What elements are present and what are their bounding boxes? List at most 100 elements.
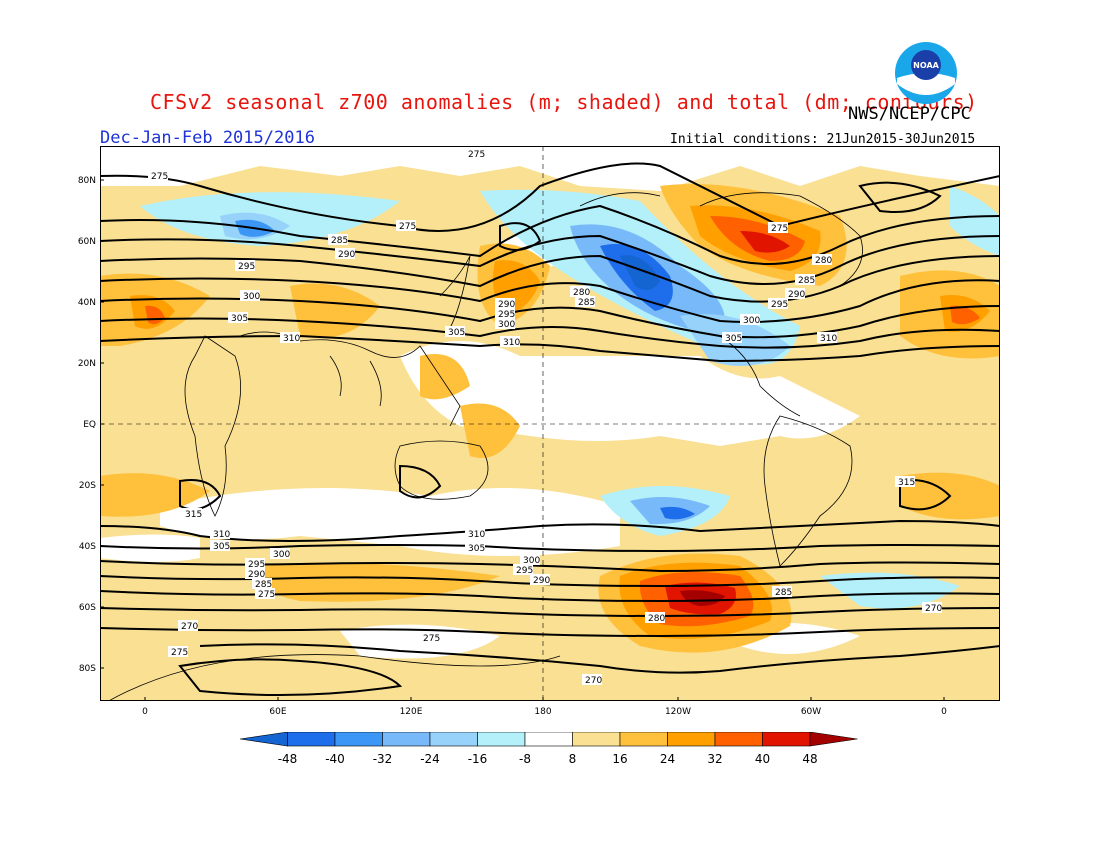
latitude-label: 20S [79, 481, 96, 491]
legend-swatch [240, 732, 288, 747]
contour-label: 310 [503, 338, 520, 348]
legend-swatch [762, 732, 811, 747]
contour-label: 300 [243, 292, 260, 302]
legend-swatch [809, 732, 858, 747]
longitude-label: 180 [534, 707, 551, 717]
contour-label: 305 [231, 314, 248, 324]
color-legend: -48 -40 -32 -24 -16 -8 8 16 24 32 40 48 [240, 732, 858, 766]
contour-label: 290 [788, 290, 805, 300]
contour-label: 285 [775, 588, 792, 598]
height-contours [100, 162, 1000, 696]
contour-label: 290 [498, 300, 515, 310]
latitude-label: 40N [78, 298, 96, 308]
contour-label: 300 [743, 316, 760, 326]
legend-tick-label: 32 [707, 752, 722, 766]
contour-label: 270 [585, 676, 602, 686]
contour-label: 305 [213, 542, 230, 552]
contour-label: 305 [468, 544, 485, 554]
legend-swatch [714, 732, 763, 747]
contour-label: 275 [399, 222, 416, 232]
longitude-label: 120E [400, 707, 423, 717]
season-label: Dec-Jan-Feb 2015/2016 [100, 128, 315, 148]
legend-tick-label: -16 [468, 752, 488, 766]
longitude-label: 120W [665, 707, 691, 717]
contour-label: 295 [238, 262, 255, 272]
legend-tick-label: 48 [802, 752, 817, 766]
contour-label: 275 [771, 224, 788, 234]
contour-label: 285 [331, 236, 348, 246]
contour-label: 310 [283, 334, 300, 344]
legend-swatch [429, 732, 478, 747]
latitude-label: EQ [83, 420, 96, 430]
map-grid [100, 146, 1000, 701]
noaa-logo: NOAA [895, 42, 957, 104]
contour-label: 300 [498, 320, 515, 330]
legend-tick-label: 40 [755, 752, 770, 766]
latitude-label: 40S [79, 542, 96, 552]
initial-conditions-label: Initial conditions: 21Jun2015-30Jun2015 [670, 132, 976, 147]
contour-label: 290 [338, 250, 355, 260]
contour-label: 315 [898, 478, 915, 488]
longitude-label: 60E [269, 707, 286, 717]
latitude-label: 60S [79, 603, 96, 613]
legend-swatch [667, 732, 716, 747]
latitude-label: 20N [78, 359, 96, 369]
legend-tick-label: -24 [420, 752, 440, 766]
contour-label: 270 [181, 622, 198, 632]
contour-label: 285 [255, 580, 272, 590]
map-title: CFSv2 seasonal z700 anomalies (m; shaded… [150, 90, 978, 114]
contour-label: 275 [258, 590, 275, 600]
contour-label: 280 [573, 288, 590, 298]
contour-label: 285 [578, 298, 595, 308]
latitude-axis: 80N 60N 40N 20N EQ 20S 40S 60S 80S [78, 176, 104, 674]
latitude-label: 80N [78, 176, 96, 186]
legend-tick-label: -48 [278, 752, 298, 766]
contour-label: 275 [423, 634, 440, 644]
legend-swatch [572, 732, 621, 747]
contour-label: 280 [648, 614, 665, 624]
contour-label: 270 [925, 604, 942, 614]
contour-label: 280 [815, 256, 832, 266]
longitude-label: 0 [142, 707, 148, 717]
longitude-axis: 0 60E 120E 180 120W 60W 0 [142, 697, 947, 717]
legend-tick-label: 24 [660, 752, 675, 766]
legend-swatch [287, 732, 336, 747]
contour-label: 295 [498, 310, 515, 320]
legend-tick-label: -8 [519, 752, 531, 766]
legend-swatch [477, 732, 526, 747]
coastlines [107, 192, 863, 701]
contour-label: 285 [798, 276, 815, 286]
contour-label: 275 [151, 172, 168, 182]
contour-label: 275 [171, 648, 188, 658]
contour-label: 310 [468, 530, 485, 540]
legend-tick-label: 8 [569, 752, 577, 766]
latitude-label: 80S [79, 664, 96, 674]
contour-label: 290 [533, 576, 550, 586]
contour-label: 310 [213, 530, 230, 540]
contour-label: 300 [523, 556, 540, 566]
contour-label: 305 [725, 334, 742, 344]
legend-tick-label: -40 [325, 752, 345, 766]
contour-label: 295 [771, 300, 788, 310]
legend-swatch [334, 732, 383, 747]
legend-tick-label: 16 [612, 752, 627, 766]
contour-labels: 275 275 275 280 285 290 295 300 305 310 … [148, 148, 942, 686]
contour-label: 275 [468, 150, 485, 160]
legend-tick-label: -32 [373, 752, 393, 766]
contour-label: 295 [248, 560, 265, 570]
legend-swatch [382, 732, 431, 747]
contour-label: 305 [448, 328, 465, 338]
legend-swatch [524, 732, 573, 747]
contour-label: 295 [516, 566, 533, 576]
longitude-label: 60W [801, 707, 821, 717]
latitude-label: 60N [78, 237, 96, 247]
contour-label: 310 [820, 334, 837, 344]
longitude-label: 0 [941, 707, 947, 717]
contour-label: 290 [248, 570, 265, 580]
anomaly-map: 275 275 275 280 285 290 295 300 305 310 … [78, 146, 1000, 717]
agency-label: NWS/NCEP/CPC [848, 104, 971, 124]
legend-swatch [619, 732, 668, 747]
contour-label: 315 [185, 510, 202, 520]
noaa-logo-text: NOAA [913, 61, 939, 70]
contour-label: 300 [273, 550, 290, 560]
